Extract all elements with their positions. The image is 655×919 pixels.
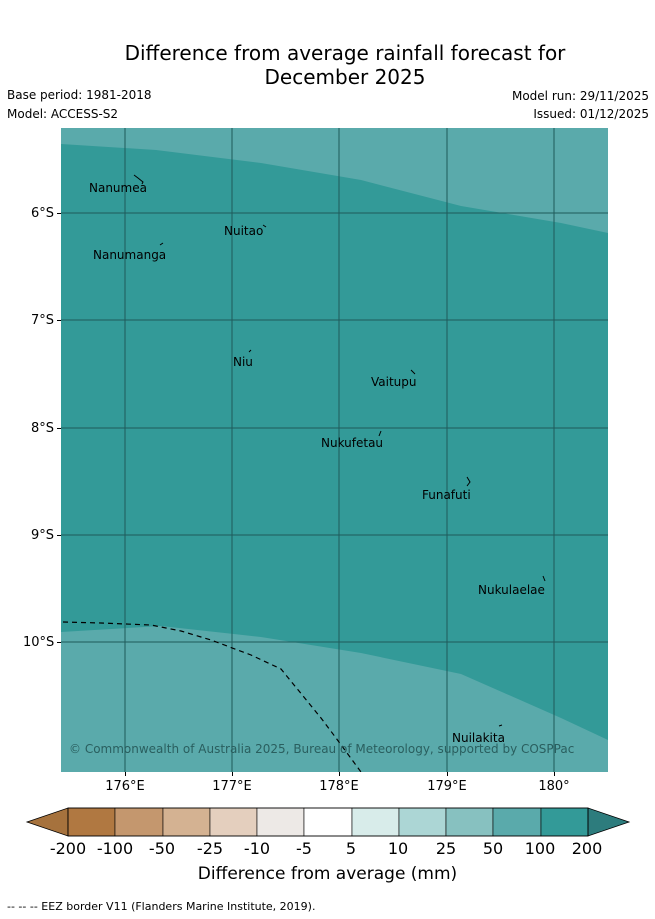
colorbar-extend-low xyxy=(25,807,69,837)
copyright-notice: © Commonwealth of Australia 2025, Bureau… xyxy=(69,742,575,756)
colorbar-tick-label: 50 xyxy=(482,839,504,858)
lat-tick xyxy=(57,320,61,321)
colorbar-outline xyxy=(67,807,589,837)
colorbar-tick-label: 10 xyxy=(387,839,409,858)
colorbar-tick-label: 100 xyxy=(524,839,556,858)
label-vaitupu: Vaitupu xyxy=(371,375,417,389)
colorbar-segment xyxy=(351,807,400,837)
label-funafuti: Funafuti xyxy=(422,488,471,502)
label-nanumanga: Nanumanga xyxy=(93,248,167,262)
lat-tick xyxy=(57,428,61,429)
island-nanumanga-shape xyxy=(159,242,164,246)
map-title: Difference from average rainfall forecas… xyxy=(124,41,566,89)
colorbar-extend-high xyxy=(587,807,631,837)
colorbar-segment xyxy=(114,807,164,837)
colorbar-tick-label: -25 xyxy=(196,839,224,858)
colorbar-segment xyxy=(445,807,494,837)
map-canvas xyxy=(61,128,608,772)
colorbar-tick-label: -50 xyxy=(148,839,176,858)
eez-border-credit: -- -- -- EEZ border V11 (Flanders Marine… xyxy=(7,900,316,913)
label-nuilakita: Nuilakita xyxy=(452,731,505,745)
colorbar-segment xyxy=(303,807,353,837)
lat-label-7s: 7°S xyxy=(31,313,55,328)
colorbar-tick-label: -100 xyxy=(96,839,134,858)
island-nukulaelae-shape xyxy=(542,575,546,582)
eez-border-line xyxy=(62,621,362,772)
lon-label-178e: 178°E xyxy=(319,779,359,794)
rainfall-map: Nanumea Nuitao Nanumanga Niu Vaitupu Nuk… xyxy=(61,128,608,772)
colorbar-tick-label: 25 xyxy=(435,839,457,858)
island-funafuti-shape xyxy=(466,476,471,487)
lon-tick xyxy=(554,772,555,776)
label-niu: Niu xyxy=(233,355,253,369)
label-nuitao: Nuitao xyxy=(224,224,264,238)
island-nukufetau-shape xyxy=(378,430,382,437)
lon-label-177e: 177°E xyxy=(212,779,252,794)
colorbar-segment xyxy=(398,807,447,837)
colorbar-tick-label: -10 xyxy=(243,839,271,858)
islands xyxy=(133,174,546,727)
issued-text: Issued: 01/12/2025 xyxy=(533,107,649,121)
island-niu-shape xyxy=(248,349,252,353)
colorbar-tick-label: 5 xyxy=(345,839,357,858)
colorbar-tick-label: 200 xyxy=(571,839,603,858)
model-run-text: Model run: 29/11/2025 xyxy=(511,89,649,103)
lat-label-10s: 10°S xyxy=(23,635,55,650)
colorbar-segment xyxy=(162,807,211,837)
lat-label-9s: 9°S xyxy=(31,528,55,543)
label-nanumea: Nanumea xyxy=(89,181,147,195)
colorbar xyxy=(25,807,631,837)
island-nanumea-shape xyxy=(133,174,144,185)
lon-label-179e: 179°E xyxy=(427,779,467,794)
lat-tick xyxy=(57,535,61,536)
lon-tick xyxy=(447,772,448,776)
graticule xyxy=(61,128,608,772)
lat-label-6s: 6°S xyxy=(31,206,55,221)
island-vaitupu-shape xyxy=(410,369,416,375)
colorbar-segments xyxy=(67,807,589,837)
lat-tick xyxy=(57,642,61,643)
colorbar-segment xyxy=(209,807,258,837)
lon-tick xyxy=(125,772,126,776)
lon-tick xyxy=(339,772,340,776)
lon-label-180: 180° xyxy=(538,779,570,794)
label-nukulaelae: Nukulaelae xyxy=(478,583,545,597)
colorbar-segment xyxy=(540,807,589,837)
lon-tick xyxy=(232,772,233,776)
model-text: Model: ACCESS-S2 xyxy=(7,107,119,121)
colorbar-tick-label: -200 xyxy=(49,839,87,858)
lat-label-8s: 8°S xyxy=(31,421,55,436)
lat-tick xyxy=(57,213,61,214)
band-100-200-region xyxy=(61,144,608,740)
base-period-text: Base period: 1981-2018 xyxy=(7,88,152,102)
label-nukufetau: Nukufetau xyxy=(321,436,384,450)
colorbar-segment xyxy=(67,807,116,837)
colorbar-segment xyxy=(492,807,542,837)
island-nuilakita-shape xyxy=(498,724,503,727)
colorbar-segment xyxy=(256,807,305,837)
island-nuitao-shape xyxy=(262,224,267,228)
lon-label-176e: 176°E xyxy=(105,779,145,794)
colorbar-title: Difference from average (mm) xyxy=(197,864,458,884)
colorbar-tick-label: -5 xyxy=(296,839,312,858)
